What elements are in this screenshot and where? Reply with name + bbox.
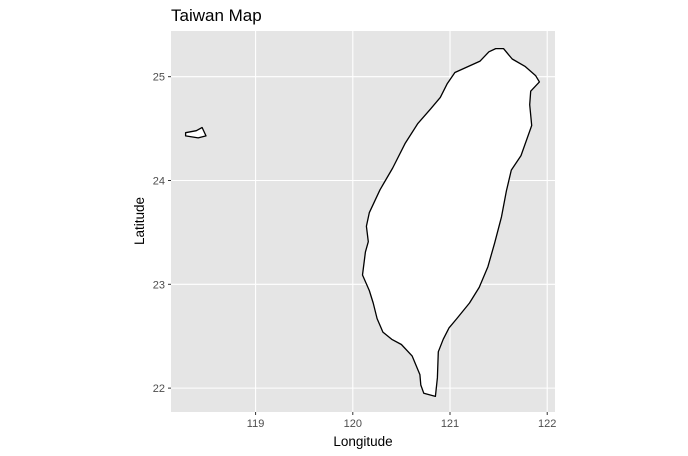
y-tick-label-23: 23 [153, 279, 165, 291]
x-tick-label-121: 121 [441, 418, 459, 430]
land-taiwan [361, 47, 541, 398]
y-tick-label-24: 24 [153, 175, 165, 187]
x-axis-title: Longitude [333, 434, 392, 449]
x-tick-label-120: 120 [344, 418, 362, 430]
x-axis-ticks: 119 120 121 122 [247, 412, 556, 430]
y-axis-title: Latitude [132, 197, 147, 245]
y-tick-label-25: 25 [153, 72, 165, 84]
y-axis-ticks: 22 23 24 25 [153, 72, 171, 395]
land-features [184, 47, 541, 398]
x-tick-label-122: 122 [538, 418, 556, 430]
land-kinmen [184, 126, 207, 139]
chart-title: Taiwan Map [171, 6, 262, 25]
y-tick-label-22: 22 [153, 383, 165, 395]
x-tick-label-119: 119 [247, 418, 265, 430]
